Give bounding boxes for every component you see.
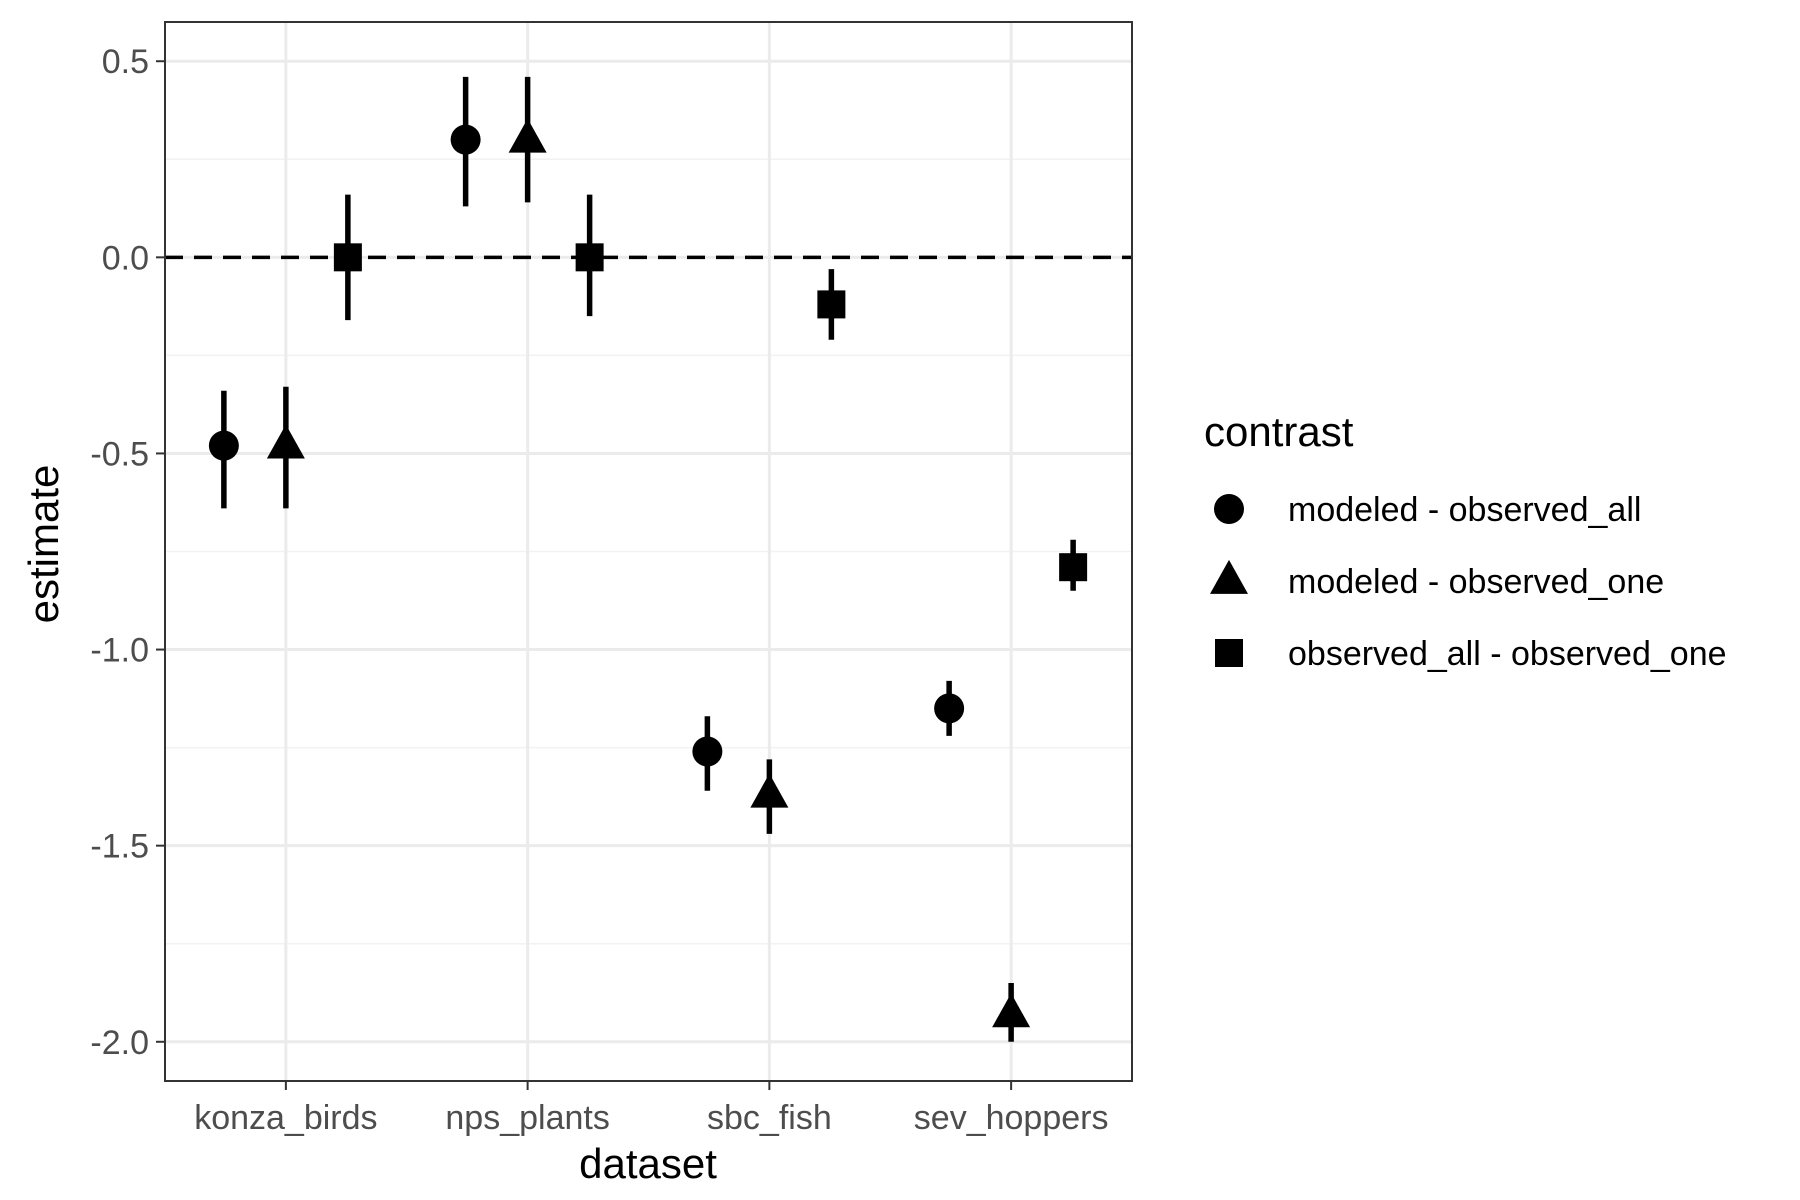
data-point-circle [692, 736, 723, 767]
y-tick-label: 0.0 [102, 239, 149, 277]
data-point-square [1059, 553, 1088, 582]
x-tick-label: konza_birds [194, 1099, 377, 1137]
y-tick-label: -1.0 [90, 632, 149, 670]
x-axis-title: dataset [579, 1140, 717, 1187]
x-tick-label: sev_hoppers [914, 1099, 1109, 1137]
panel-border [164, 21, 1133, 1082]
data-point-square [817, 290, 846, 319]
x-tick-label: sbc_fish [707, 1099, 832, 1137]
data-point-triangle [992, 993, 1031, 1028]
legend-label: observed_all - observed_one [1288, 635, 1727, 673]
legend-label: modeled - observed_all [1288, 491, 1641, 529]
legend-key-square [1215, 639, 1243, 667]
data-point-circle [934, 693, 965, 724]
legend-key-triangle [1210, 559, 1248, 594]
data-point-circle [208, 430, 239, 461]
y-tick-label: -0.5 [90, 435, 149, 473]
data-point-square [575, 243, 604, 272]
plot-area: 0.5 0.0 -0.5 -1.0 -1.5 -2.0 konza_birds nps_pla… [90, 21, 1133, 1137]
y-tick-label: -1.5 [90, 828, 149, 866]
data-point-circle [450, 124, 481, 155]
y-tick-label: 0.5 [102, 43, 149, 81]
legend-key-circle [1214, 494, 1244, 524]
data-point-triangle [266, 424, 305, 459]
y-tick-label: -2.0 [90, 1024, 149, 1062]
legend-label: modeled - observed_one [1288, 563, 1664, 601]
y-axis-title: estimate [20, 465, 67, 624]
data-point-triangle [750, 773, 789, 808]
data-point-square [333, 243, 362, 272]
legend-title: contrast [1204, 408, 1354, 455]
x-tick-label: nps_plants [445, 1099, 609, 1137]
data-point-triangle [508, 118, 547, 153]
